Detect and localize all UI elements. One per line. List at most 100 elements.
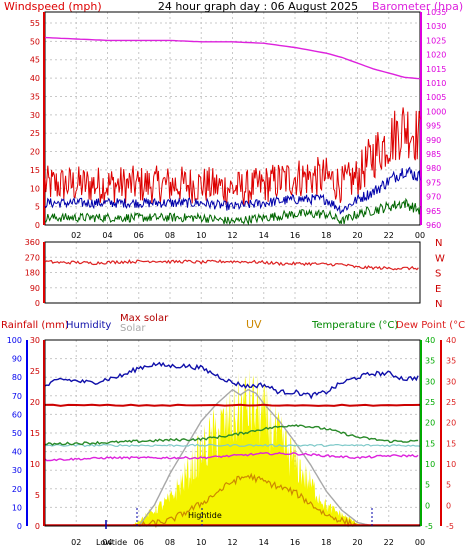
rain-tick-label: 0 xyxy=(35,522,40,531)
rain-axis-ticks: 0 5 10 15 20 25 30 xyxy=(30,336,40,531)
wind-tick-label: 55 xyxy=(30,19,40,28)
humidity-tick-label: 100 xyxy=(7,336,22,345)
barometer-tick-label: 975 xyxy=(426,178,441,187)
x-tick-label: 20 xyxy=(352,538,362,547)
chart-title: 24 hour graph day : 06 August 2025 xyxy=(158,0,358,13)
wind-tick-label: 45 xyxy=(30,56,40,65)
direction-letter: E xyxy=(435,284,441,295)
temperature-tick-label: 40 xyxy=(425,336,435,345)
x-tick-label: 18 xyxy=(321,231,331,240)
temperature-tick-label: 25 xyxy=(425,398,435,407)
direction-tick-label: 90 xyxy=(30,284,40,293)
direction-letter: S xyxy=(435,269,441,280)
rain-tick-label: 5 xyxy=(35,491,40,500)
x-tick-label: 02 xyxy=(71,538,81,547)
temperature-tick-label: 0 xyxy=(425,501,430,510)
wind-tick-label: 0 xyxy=(35,221,40,230)
x-tick-label: 16 xyxy=(290,231,300,240)
wind-tick-label: 15 xyxy=(30,166,40,175)
maxsolar-title: Max solar xyxy=(120,313,169,324)
barometer-tick-label: 985 xyxy=(426,150,441,159)
wind-tick-label: 5 xyxy=(35,203,40,212)
wind-tick-label: 40 xyxy=(30,74,40,83)
dewpoint-tick-label: 20 xyxy=(446,419,456,428)
x-tick-label: 08 xyxy=(165,231,175,240)
x-tick-label: 00 xyxy=(415,231,425,240)
temperature-tick-label: 35 xyxy=(425,357,435,366)
direction-tick-label: 360 xyxy=(25,238,40,247)
wind-axis-title: Windspeed (mph) xyxy=(4,0,102,13)
x-tick-label: 00 xyxy=(415,538,425,547)
barometer-tick-label: 1030 xyxy=(426,22,446,31)
humidity-tick-label: 60 xyxy=(12,410,22,419)
series-max-solar xyxy=(138,388,372,527)
dewpoint-tick-label: 35 xyxy=(446,357,456,366)
dewpoint-tick-label: 30 xyxy=(446,377,456,386)
x-tick-label: 14 xyxy=(259,538,269,547)
barometer-tick-label: 995 xyxy=(426,122,441,131)
lowtide-label: Lowtide xyxy=(96,538,127,547)
x-tick-label: 14 xyxy=(259,231,269,240)
barometer-tick-label: 1005 xyxy=(426,93,446,102)
direction-tick-label: 270 xyxy=(25,253,40,262)
x-tick-label: 22 xyxy=(384,231,394,240)
temperature-tick-label: 10 xyxy=(425,460,435,469)
panel2-grid xyxy=(45,241,421,304)
rain-tick-label: 15 xyxy=(30,429,40,438)
dewpoint-axis-title: Dew Point (°C) xyxy=(396,320,466,331)
direction-letter: N xyxy=(435,238,442,249)
x-tick-label: 18 xyxy=(321,538,331,547)
hightide-label: Hightide xyxy=(188,511,222,520)
temperature-tick-label: -5 xyxy=(425,522,433,531)
dewpoint-tick-label: 40 xyxy=(446,336,456,345)
dewpoint-tick-label: 10 xyxy=(446,460,456,469)
panel1-x-ticks: 02 04 06 08 10 12 14 16 18 20 22 00 xyxy=(71,231,425,240)
x-tick-label: 06 xyxy=(134,231,144,240)
direction-tick-label: 180 xyxy=(25,269,40,278)
rain-tick-label: 20 xyxy=(30,398,40,407)
rain-tick-label: 30 xyxy=(30,336,40,345)
temperature-tick-label: 5 xyxy=(425,481,430,490)
barometer-tick-label: 960 xyxy=(426,221,441,230)
dewpoint-tick-label: 15 xyxy=(446,439,456,448)
wind-tick-label: 25 xyxy=(30,129,40,138)
humidity-axis-ticks: 0 10 20 30 40 50 60 70 80 90 100 xyxy=(7,336,22,531)
wind-tick-label: 20 xyxy=(30,148,40,157)
series-wind-average xyxy=(44,166,421,215)
dewpoint-tick-label: 25 xyxy=(446,398,456,407)
dewpoint-tick-label: 0 xyxy=(446,501,451,510)
panel1-grid xyxy=(45,12,421,226)
dewpoint-tick-label: 5 xyxy=(446,481,451,490)
barometer-tick-label: 1000 xyxy=(426,107,446,116)
x-tick-label: 10 xyxy=(196,231,206,240)
humidity-tick-label: 90 xyxy=(12,355,22,364)
rain-tick-label: 25 xyxy=(30,367,40,376)
barometer-tick-label: 980 xyxy=(426,164,441,173)
series-baseline-red xyxy=(44,403,421,407)
x-tick-label: 12 xyxy=(227,231,237,240)
direction-letter: W xyxy=(435,253,445,264)
series-dew-point xyxy=(44,451,419,462)
humidity-tick-label: 10 xyxy=(12,503,22,512)
series-wind-direction xyxy=(44,259,419,271)
series-wind-gust xyxy=(44,107,421,206)
wind-tick-label: 35 xyxy=(30,92,40,101)
wind-tick-label: 30 xyxy=(30,111,40,120)
rain-tick-label: 10 xyxy=(30,460,40,469)
panel3-x-ticks: 02 04 06 08 10 12 14 16 18 20 22 00 xyxy=(71,538,425,547)
solar-title: Solar xyxy=(120,323,146,334)
wind-tick-label: 10 xyxy=(30,184,40,193)
series-wind-low xyxy=(44,197,421,226)
wind-tick-label: 50 xyxy=(30,37,40,46)
barometer-axis-ticks: 960 965 970 975 980 985 990 995 1000 1005 1010 1015… xyxy=(426,8,446,230)
humidity-tick-label: 40 xyxy=(12,448,22,457)
series-feels-like xyxy=(45,443,421,448)
direction-tick-label: 0 xyxy=(35,299,40,308)
barometer-tick-label: 965 xyxy=(426,207,441,216)
dewpoint-axis-ticks: -5 0 5 10 15 20 25 30 35 40 xyxy=(446,336,456,531)
barometer-tick-label: 990 xyxy=(426,136,441,145)
direction-axis-ticks: 360 270 180 90 0 xyxy=(25,238,40,308)
x-tick-label: 04 xyxy=(102,231,112,240)
